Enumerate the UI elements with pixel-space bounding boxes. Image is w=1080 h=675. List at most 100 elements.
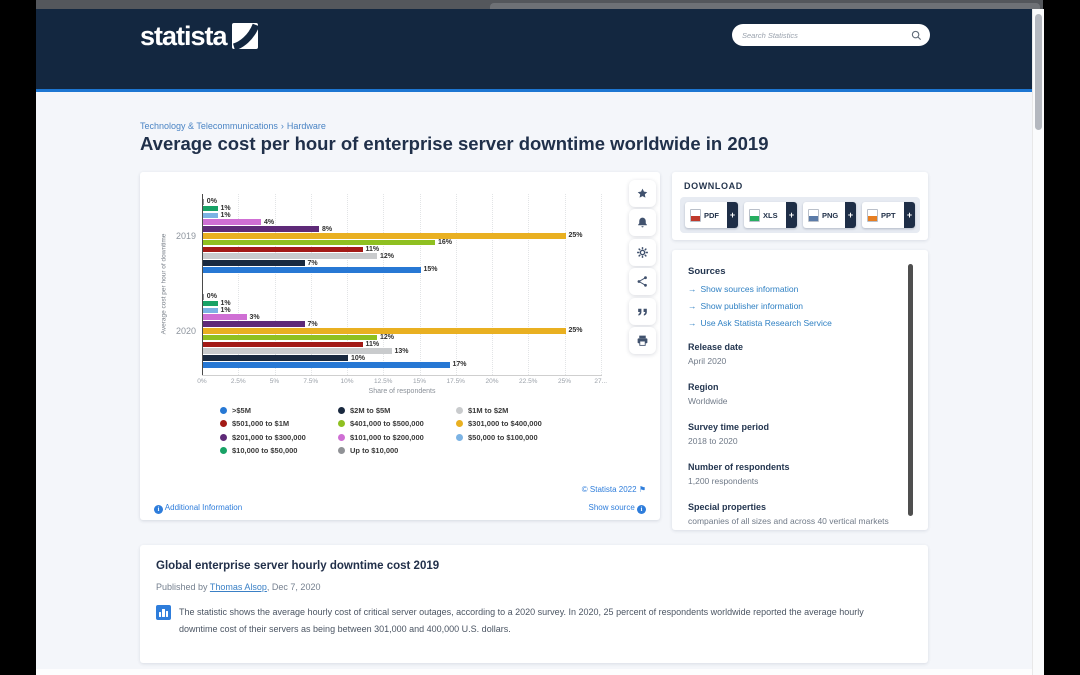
browser-scrollbar[interactable] xyxy=(1032,9,1044,675)
detail-field-label: Survey time period xyxy=(688,422,770,432)
chart-bar xyxy=(203,212,218,219)
statista-logo[interactable]: statista xyxy=(140,21,258,51)
breadcrumb-separator: › xyxy=(280,121,284,131)
chart-card: Average cost per hour of downtime 0% 2.5%… xyxy=(140,172,660,520)
legend-color-dot xyxy=(220,420,227,427)
download-ppt-button[interactable]: PPT + xyxy=(862,202,915,228)
gridline xyxy=(492,194,493,375)
x-tick-label: 10% xyxy=(340,378,354,385)
download-format-label: PPT xyxy=(881,210,896,220)
author-link[interactable]: Thomas Alsop xyxy=(209,582,267,592)
legend-color-dot xyxy=(338,447,345,454)
gridline xyxy=(310,194,312,375)
info-icon: i xyxy=(154,505,163,514)
chart-bar xyxy=(203,348,392,354)
download-format-label: PDF xyxy=(704,210,719,220)
additional-information-link[interactable]: i Additional Information xyxy=(154,503,242,514)
legend-color-dot xyxy=(220,447,227,454)
legend-item[interactable]: Up to $10,000 xyxy=(338,446,398,456)
ppt-file-icon xyxy=(867,208,878,222)
settings-button[interactable] xyxy=(629,239,656,266)
legend-label: $201,000 to $300,000 xyxy=(232,432,306,442)
download-format-label: PNG xyxy=(822,210,839,220)
search-bar[interactable] xyxy=(732,24,930,46)
bar-value-label: 17% xyxy=(452,361,467,369)
bar-value-label: 0% xyxy=(206,198,217,206)
x-tick-label: 22.5% xyxy=(519,378,538,385)
legend-label: $50,000 to $100,000 xyxy=(468,432,538,442)
bar-value-label: 10% xyxy=(351,354,366,362)
legend-item[interactable]: $2M to $5M xyxy=(338,405,390,415)
chart-bar xyxy=(203,307,218,314)
legend-label: $301,000 to $400,000 xyxy=(468,419,542,428)
details-scrollbar[interactable] xyxy=(908,264,913,516)
logo-wordmark: statista xyxy=(140,21,228,51)
show-source-link[interactable]: Show source i xyxy=(589,503,646,514)
search-icon[interactable] xyxy=(911,30,922,41)
chart-bar xyxy=(203,246,363,253)
chart-bar xyxy=(203,341,363,348)
arrow-icon: → xyxy=(688,301,697,311)
legend-item[interactable]: $10,000 to $50,000 xyxy=(220,446,297,456)
chart-bar xyxy=(203,300,218,307)
legend-item[interactable]: $50,000 to $100,000 xyxy=(456,432,538,442)
favorite-button[interactable] xyxy=(629,180,656,207)
breadcrumb-subcategory-link[interactable]: Hardware xyxy=(286,121,326,131)
share-icon xyxy=(637,276,647,287)
sources-title: Sources xyxy=(688,266,726,277)
chart-bar xyxy=(203,219,261,225)
source-link[interactable]: → Use Ask Statista Research Service xyxy=(688,318,832,328)
legend-item[interactable]: $201,000 to $300,000 xyxy=(220,432,306,442)
bar-value-label: 15% xyxy=(423,266,438,274)
legend-item[interactable]: $101,000 to $200,000 xyxy=(338,432,424,442)
plus-icon: + xyxy=(786,202,797,228)
page: statista Technology & Telecommunications… xyxy=(36,9,1044,675)
legend-item[interactable]: $501,000 to $1M xyxy=(220,419,289,429)
share-button[interactable] xyxy=(629,268,656,295)
detail-field-value: companies of all sizes and across 40 ver… xyxy=(688,516,889,526)
star-icon xyxy=(637,188,648,198)
notification-button[interactable] xyxy=(629,209,656,236)
download-png-button[interactable]: PNG + xyxy=(803,202,856,228)
chart-bar xyxy=(203,321,305,327)
x-tick-label: 2.5% xyxy=(230,378,246,385)
legend-color-dot xyxy=(220,433,227,441)
bar-value-label: 4% xyxy=(264,218,275,226)
bar-value-label: 12% xyxy=(380,252,395,260)
legend-item[interactable]: >$5M xyxy=(220,405,251,415)
x-tick-label: 15% xyxy=(412,378,426,385)
legend-item[interactable]: $301,000 to $400,000 xyxy=(456,419,542,429)
x-tick-label: 27... xyxy=(594,378,608,385)
download-label: DOWNLOAD xyxy=(684,181,743,191)
download-pdf-button[interactable]: PDF + xyxy=(685,202,738,228)
browser-address-bar[interactable] xyxy=(490,3,1040,9)
legend-label: $501,000 to $1M xyxy=(232,419,290,428)
legend-color-dot xyxy=(456,406,463,414)
print-button[interactable] xyxy=(629,327,656,354)
citation-button[interactable] xyxy=(629,298,656,325)
download-xls-button[interactable]: XLS + xyxy=(744,202,797,228)
description-body: The statistic shows the average hourly c… xyxy=(156,604,900,638)
browser-chrome xyxy=(36,0,1043,9)
gridline xyxy=(564,194,566,375)
x-tick-label: 7.5% xyxy=(303,378,319,385)
legend-item[interactable]: $401,000 to $500,000 xyxy=(338,419,424,429)
chart-bar xyxy=(203,233,566,239)
source-link[interactable]: → Show publisher information xyxy=(688,301,804,311)
arrow-icon: → xyxy=(688,318,697,328)
xls-file-icon xyxy=(749,208,760,222)
png-file-icon xyxy=(808,208,819,222)
plus-icon: + xyxy=(727,202,738,228)
search-input[interactable] xyxy=(740,29,911,41)
page-bottom-strip xyxy=(36,669,1043,675)
legend-label: $1M to $2M xyxy=(468,405,509,415)
source-link[interactable]: → Show sources information xyxy=(688,284,799,294)
category-label: 2019 xyxy=(175,230,196,241)
gridline xyxy=(455,194,457,375)
x-tick-label: 12.5% xyxy=(374,378,393,385)
detail-field-label: Number of respondents xyxy=(688,462,790,472)
browser-scrollbar-thumb[interactable] xyxy=(1035,14,1042,130)
breadcrumb-category-link[interactable]: Technology & Telecommunications xyxy=(140,121,278,131)
legend-color-dot xyxy=(456,420,463,427)
legend-item[interactable]: $1M to $2M xyxy=(456,405,508,415)
